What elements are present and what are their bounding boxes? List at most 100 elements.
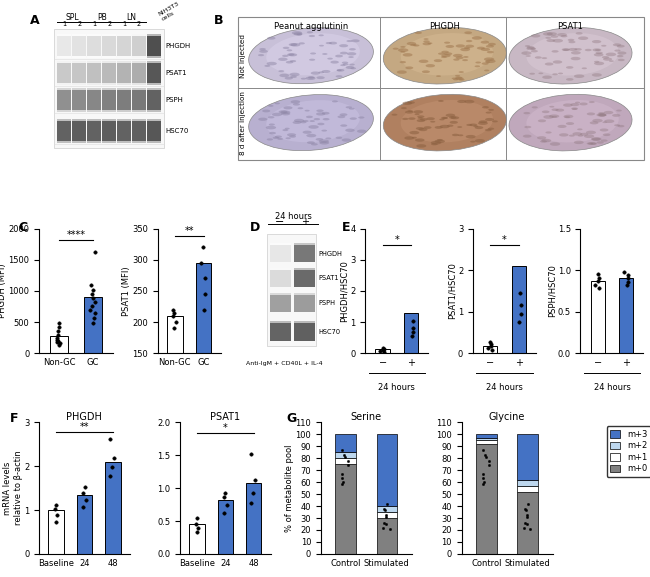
Circle shape xyxy=(307,141,315,144)
Bar xyxy=(87,83,101,85)
Circle shape xyxy=(408,110,413,112)
Ellipse shape xyxy=(509,28,632,84)
Circle shape xyxy=(586,130,596,134)
Bar xyxy=(84,297,102,353)
Bar xyxy=(270,293,291,295)
Circle shape xyxy=(537,136,546,140)
Circle shape xyxy=(584,134,594,138)
Circle shape xyxy=(594,61,599,63)
Circle shape xyxy=(617,45,625,47)
Text: A: A xyxy=(30,14,40,28)
Circle shape xyxy=(300,121,306,123)
Circle shape xyxy=(558,125,567,128)
Circle shape xyxy=(335,55,343,57)
Bar xyxy=(117,88,131,90)
Circle shape xyxy=(543,115,554,119)
Bar xyxy=(132,110,146,112)
Bar xyxy=(57,83,72,85)
Circle shape xyxy=(453,78,458,80)
Circle shape xyxy=(465,135,476,138)
Circle shape xyxy=(268,105,274,107)
Bar xyxy=(270,270,291,287)
Circle shape xyxy=(599,114,606,117)
Circle shape xyxy=(349,48,356,50)
Circle shape xyxy=(294,32,302,36)
Circle shape xyxy=(400,61,406,63)
Text: PSAT1: PSAT1 xyxy=(558,21,584,31)
Circle shape xyxy=(287,133,296,136)
Bar xyxy=(102,110,116,112)
Circle shape xyxy=(408,102,415,104)
Circle shape xyxy=(322,70,330,73)
Circle shape xyxy=(618,51,627,55)
Circle shape xyxy=(609,60,614,62)
Circle shape xyxy=(521,51,532,55)
Circle shape xyxy=(281,113,291,115)
Text: 1: 1 xyxy=(92,21,96,27)
Circle shape xyxy=(259,48,266,50)
Circle shape xyxy=(349,63,355,66)
Circle shape xyxy=(566,78,573,81)
Text: *: * xyxy=(502,235,507,245)
Circle shape xyxy=(477,47,485,50)
Bar xyxy=(72,56,86,58)
Circle shape xyxy=(484,70,489,72)
Bar xyxy=(87,63,101,83)
Bar xyxy=(72,83,86,85)
Circle shape xyxy=(343,63,348,65)
Circle shape xyxy=(479,120,488,123)
Bar xyxy=(270,323,291,341)
Bar xyxy=(147,88,161,90)
Text: 24 hours: 24 hours xyxy=(486,383,523,392)
Circle shape xyxy=(447,125,454,127)
Circle shape xyxy=(456,44,465,48)
Circle shape xyxy=(571,107,578,110)
Bar xyxy=(87,90,101,110)
Circle shape xyxy=(597,141,604,144)
Bar xyxy=(294,268,315,270)
Circle shape xyxy=(318,35,324,36)
Bar xyxy=(72,63,86,83)
Circle shape xyxy=(480,48,490,51)
Text: F: F xyxy=(10,412,18,425)
Bar xyxy=(102,119,116,121)
Text: PSAT1: PSAT1 xyxy=(318,275,339,282)
Circle shape xyxy=(287,53,294,56)
Circle shape xyxy=(413,110,423,114)
Circle shape xyxy=(618,125,625,128)
Bar xyxy=(57,88,72,90)
Ellipse shape xyxy=(384,95,506,151)
Circle shape xyxy=(541,57,547,59)
Circle shape xyxy=(473,125,478,127)
Circle shape xyxy=(262,110,270,113)
Circle shape xyxy=(337,69,344,72)
Bar xyxy=(294,245,315,263)
Title: Glycine: Glycine xyxy=(489,411,525,422)
Circle shape xyxy=(294,119,304,122)
Bar xyxy=(132,88,146,90)
Circle shape xyxy=(578,134,583,137)
Text: Peanut agglutinin: Peanut agglutinin xyxy=(274,21,348,31)
Bar xyxy=(167,316,183,447)
Circle shape xyxy=(418,117,422,119)
Text: 8 d after injection: 8 d after injection xyxy=(240,91,246,155)
Circle shape xyxy=(604,119,614,123)
Circle shape xyxy=(526,55,531,57)
Circle shape xyxy=(455,77,462,79)
Bar xyxy=(132,36,146,56)
Circle shape xyxy=(456,77,463,80)
Bar xyxy=(270,243,291,245)
Bar xyxy=(72,36,86,56)
Y-axis label: % of metabolite pool: % of metabolite pool xyxy=(285,444,294,532)
Circle shape xyxy=(329,42,337,44)
Circle shape xyxy=(424,38,428,40)
Circle shape xyxy=(450,116,459,119)
Circle shape xyxy=(472,36,482,40)
Circle shape xyxy=(416,127,424,130)
Circle shape xyxy=(525,45,530,47)
Text: **: ** xyxy=(185,226,194,236)
Circle shape xyxy=(612,114,621,117)
Ellipse shape xyxy=(249,28,373,84)
Circle shape xyxy=(592,137,602,141)
Title: PHGDH: PHGDH xyxy=(66,411,102,422)
